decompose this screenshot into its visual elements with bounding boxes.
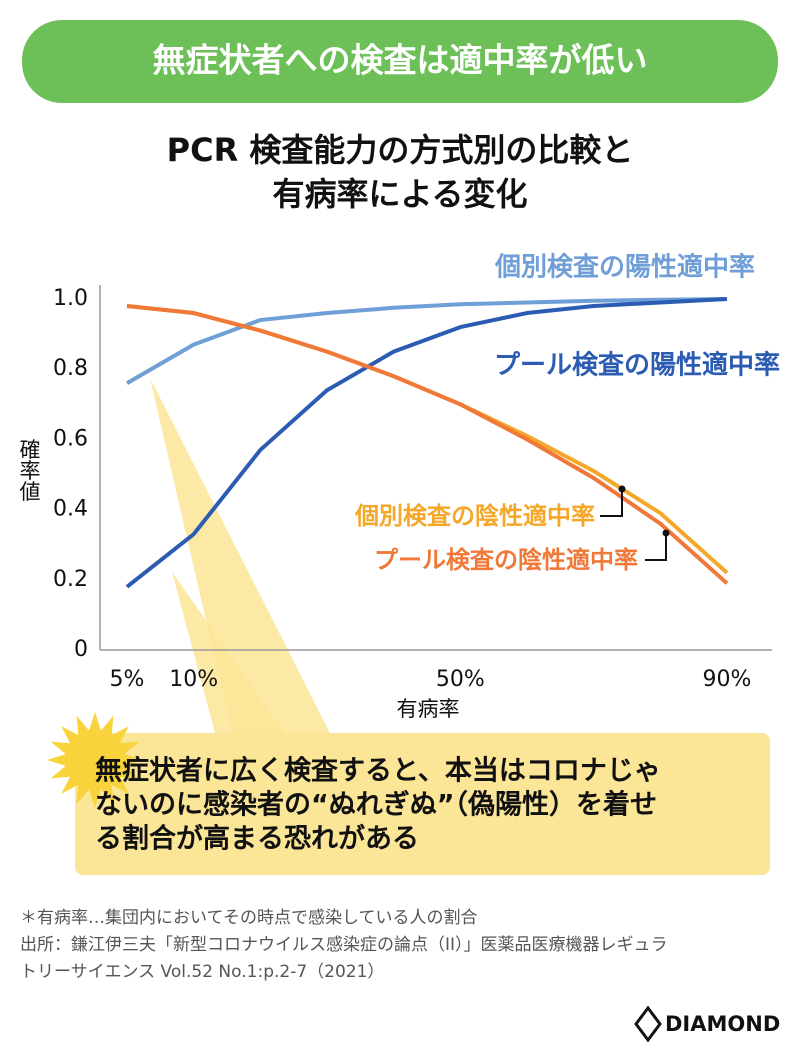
callout-line: ないのに感染者の“ぬれぎぬ”（偽陽性）を着せ	[95, 789, 657, 821]
series-line	[126, 304, 729, 585]
leader-line	[645, 533, 667, 561]
y-tick-label: 0.8	[53, 356, 88, 381]
light-beams	[150, 378, 330, 733]
logo-text: DIAMOND	[665, 1012, 780, 1036]
series-line	[125, 297, 728, 385]
x-tick-label: 5%	[110, 667, 145, 692]
x-tick-label: 10%	[169, 667, 218, 692]
y-tick-label: 1.0	[53, 286, 88, 311]
y-tick-label: 0.4	[53, 497, 88, 522]
series-label: 個別検査の陰性適中率	[354, 502, 595, 530]
plot: 00.20.40.60.81.05% 10% 50% 90%個別検査の陽性適中率プール…	[53, 252, 780, 693]
note: ＊有病率…集団内においてその時点で感染している人の割合	[20, 908, 477, 928]
chart-title: PCR 検査能力の方式別の比較と	[167, 131, 634, 169]
x-axis-label: 有病率	[397, 697, 460, 721]
beam	[172, 572, 285, 733]
leaders	[600, 485, 670, 561]
y-tick-label: 0.2	[53, 567, 88, 592]
leader-line	[600, 489, 623, 517]
starburst	[47, 712, 143, 808]
leader-dot	[618, 485, 626, 493]
banner-text: 無症状者への検査は適中率が低い	[153, 41, 648, 80]
note: 出所：鎌江伊三夫「新型コロナウイルス感染症の論点（II）」医薬品医療機器レギュラ	[20, 935, 668, 955]
beam	[150, 378, 330, 733]
logo-mark	[634, 1005, 662, 1043]
series-line	[125, 297, 728, 589]
y-tick-label: 0.6	[53, 426, 88, 451]
banner-bg	[22, 20, 778, 103]
y-tick-label: 0	[74, 637, 88, 662]
x-tick-label: 90%	[703, 667, 752, 692]
series-label: プール検査の陰性適中率	[374, 546, 638, 574]
x-tick-label: 50%	[436, 667, 485, 692]
y-axis-label: 確率値	[17, 439, 41, 502]
callout-line: 無症状者に広く検査すると、本当はコロナじゃ	[95, 755, 661, 787]
chart-title: 有病率による変化	[272, 175, 527, 213]
note: トリーサイエンス Vol.52 No.1:p.2-7（2021）	[20, 962, 384, 982]
leader-dot	[662, 529, 670, 537]
series-label: 個別検査の陽性適中率	[494, 252, 755, 283]
callout-box	[75, 733, 770, 875]
series-label: プール検査の陽性適中率	[494, 350, 780, 381]
logo: DIAMOND	[634, 1005, 780, 1043]
callout-line: る割合が高まる恐れがある	[95, 823, 419, 855]
